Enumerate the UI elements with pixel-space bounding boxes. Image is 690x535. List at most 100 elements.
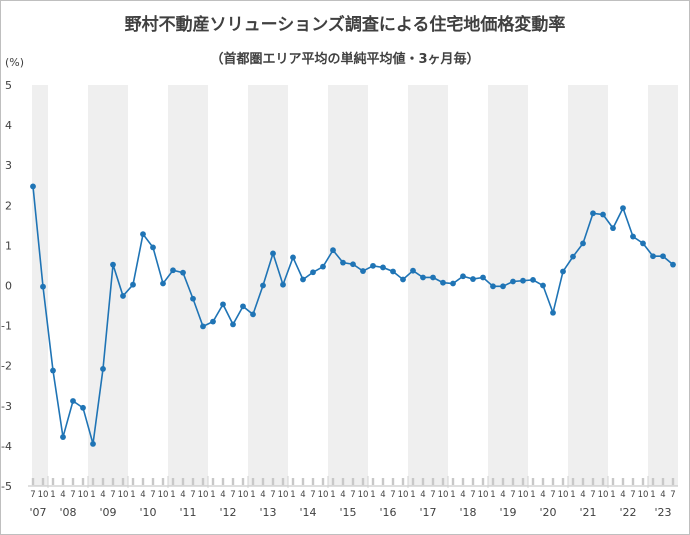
data-point — [560, 268, 566, 275]
x-month-label: 7 — [630, 490, 635, 500]
x-year-label: '08 — [59, 506, 76, 519]
x-month-label: 10 — [278, 490, 289, 500]
x-axis-tick-mark — [271, 478, 275, 485]
y-tick-label: -1 — [1, 320, 12, 333]
x-axis-tick-mark — [171, 478, 175, 485]
data-point — [140, 231, 146, 238]
x-axis-tick-mark — [471, 478, 475, 485]
x-axis-tick-mark — [211, 478, 215, 485]
x-month-label: 10 — [238, 490, 249, 500]
x-month-label: 10 — [358, 490, 369, 500]
data-point — [190, 295, 196, 302]
data-point — [250, 311, 256, 318]
y-axis-ticks: 5 4 3 2 1 0 -1 -2 -3 -4 -5 — [1, 79, 12, 493]
data-point — [220, 301, 226, 308]
x-year-label: '15 — [339, 506, 356, 519]
x-month-label: 7 — [390, 490, 395, 500]
x-axis-tick-mark — [391, 478, 395, 485]
x-axis-tick-mark — [551, 478, 555, 485]
x-month-label: 7 — [430, 490, 435, 500]
y-tick-label: -2 — [1, 360, 12, 373]
data-point — [570, 253, 576, 260]
data-point — [400, 276, 406, 283]
data-point — [370, 262, 376, 269]
x-month-label: 4 — [380, 490, 385, 500]
x-axis-tick-mark — [611, 478, 615, 485]
data-point — [280, 281, 286, 288]
year-band-shade — [328, 85, 368, 486]
x-axis-tick-mark — [441, 478, 445, 485]
data-point — [90, 440, 96, 447]
y-tick-label: 0 — [5, 280, 12, 293]
x-axis-tick-mark — [501, 478, 505, 485]
x-month-label: 10 — [318, 490, 329, 500]
x-month-label: 1 — [650, 490, 655, 500]
data-point — [420, 274, 426, 281]
x-axis-tick-mark — [131, 478, 135, 485]
x-axis-tick-mark — [371, 478, 375, 485]
x-year-label: '21 — [579, 506, 596, 519]
data-point — [540, 282, 546, 289]
x-axis-tick-mark — [661, 478, 665, 485]
x-year-label: '22 — [619, 506, 636, 519]
x-month-label: 4 — [300, 490, 305, 500]
x-month-label: 7 — [310, 490, 315, 500]
x-axis-tick-mark — [521, 478, 525, 485]
x-year-label: '19 — [499, 506, 516, 519]
x-axis-tick-mark — [381, 478, 385, 485]
x-axis-tick-mark — [621, 478, 625, 485]
data-point — [230, 321, 236, 328]
data-point — [600, 211, 606, 218]
x-axis-tick-mark — [41, 478, 45, 485]
data-point — [450, 280, 456, 287]
x-month-label: 1 — [450, 490, 455, 500]
x-year-label: '13 — [259, 506, 276, 519]
data-point — [410, 267, 416, 274]
y-axis-unit: (%) — [5, 56, 25, 69]
x-axis-tick-mark — [321, 478, 325, 485]
x-month-label: 10 — [118, 490, 129, 500]
data-point — [380, 264, 386, 271]
data-point — [650, 253, 656, 260]
data-point — [430, 274, 436, 281]
year-band-shade — [88, 85, 128, 486]
x-axis-tick-mark — [411, 478, 415, 485]
x-month-label: 7 — [70, 490, 75, 500]
x-month-label: 7 — [590, 490, 595, 500]
data-point — [620, 205, 626, 212]
data-point — [340, 259, 346, 266]
x-axis-tick-mark — [421, 478, 425, 485]
x-axis-tick-mark — [101, 478, 105, 485]
data-point — [640, 240, 646, 247]
data-point — [580, 240, 586, 247]
data-point — [70, 398, 76, 404]
year-band-shade — [648, 85, 678, 486]
x-month-label: 7 — [550, 490, 555, 500]
x-year-label: '11 — [179, 506, 196, 519]
x-axis-tick-mark — [241, 478, 245, 485]
data-point — [260, 282, 266, 289]
data-point — [510, 278, 516, 285]
x-month-label: 7 — [150, 490, 155, 500]
x-month-label: 7 — [470, 490, 475, 500]
data-point — [390, 268, 396, 275]
data-point — [310, 269, 316, 276]
data-point — [590, 210, 596, 217]
x-month-label: 4 — [100, 490, 105, 500]
x-axis-tick-mark — [81, 478, 85, 485]
x-month-label: 1 — [530, 490, 535, 500]
x-month-label: 7 — [510, 490, 515, 500]
x-axis-labels: 7 10 1 4 7 10 1 4 7 10 1 4 7 10 1 4 7 10 1 4 7 10 1 4 7 10 1 4 7 10 1 4… — [29, 490, 675, 519]
x-month-label: 4 — [500, 490, 505, 500]
chart-subtitle: （首都圏エリア平均の単純平均値・3ヶ月毎） — [210, 52, 480, 67]
y-tick-label: 4 — [5, 119, 12, 132]
x-month-label: 1 — [490, 490, 495, 500]
x-axis-tick-mark — [141, 478, 145, 485]
x-axis-tick-mark — [301, 478, 305, 485]
x-month-label: 10 — [158, 490, 169, 500]
x-month-label: 10 — [78, 490, 89, 500]
x-axis-tick-mark — [461, 478, 465, 485]
x-month-label: 4 — [340, 490, 345, 500]
x-axis-tick-mark — [111, 478, 115, 485]
